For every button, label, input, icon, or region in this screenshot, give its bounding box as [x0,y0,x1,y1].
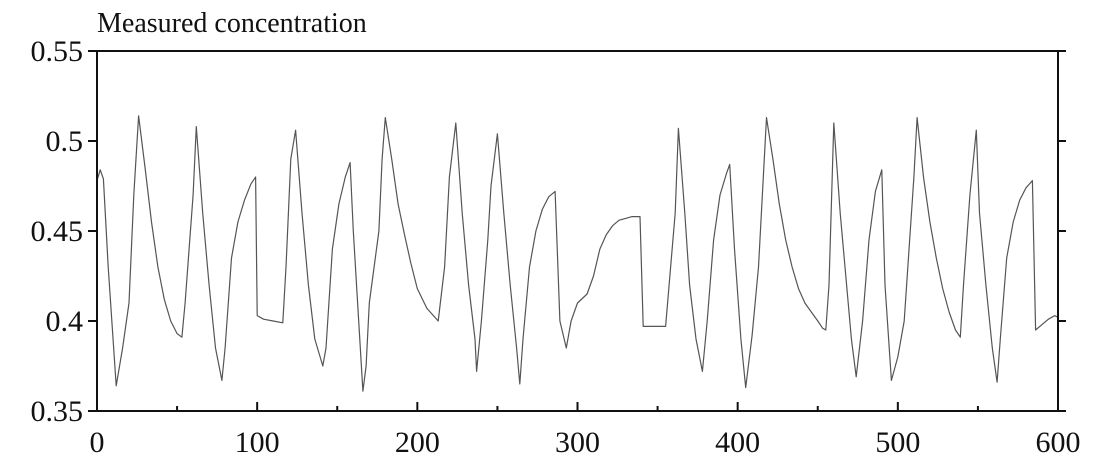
x-tick-label-2: 200 [395,426,440,459]
tick-labels-layer: 0 100 200 300 400 500 600 0.35 0.4 0.45 0.5 0.55 [31,35,1081,459]
series-layer [96,115,1059,392]
x-tick-label-0: 0 [90,426,105,459]
x-tick-label-1: 100 [235,426,280,459]
chart-title: Measured concentration [97,8,367,39]
y-tick-label-4: 0.55 [31,35,84,68]
ticks-layer [88,50,1066,412]
x-tick-label-4: 400 [715,426,760,459]
x-tick-label-3: 300 [555,426,600,459]
plot-frame [96,50,1059,412]
y-tick-label-1: 0.4 [46,305,84,338]
y-tick-label-0: 0.35 [31,395,84,428]
series-line-0 [96,115,1059,392]
x-tick-label-6: 600 [1036,426,1081,459]
y-tick-label-3: 0.5 [46,125,84,158]
x-tick-label-5: 500 [875,426,920,459]
y-tick-label-2: 0.45 [31,215,84,248]
